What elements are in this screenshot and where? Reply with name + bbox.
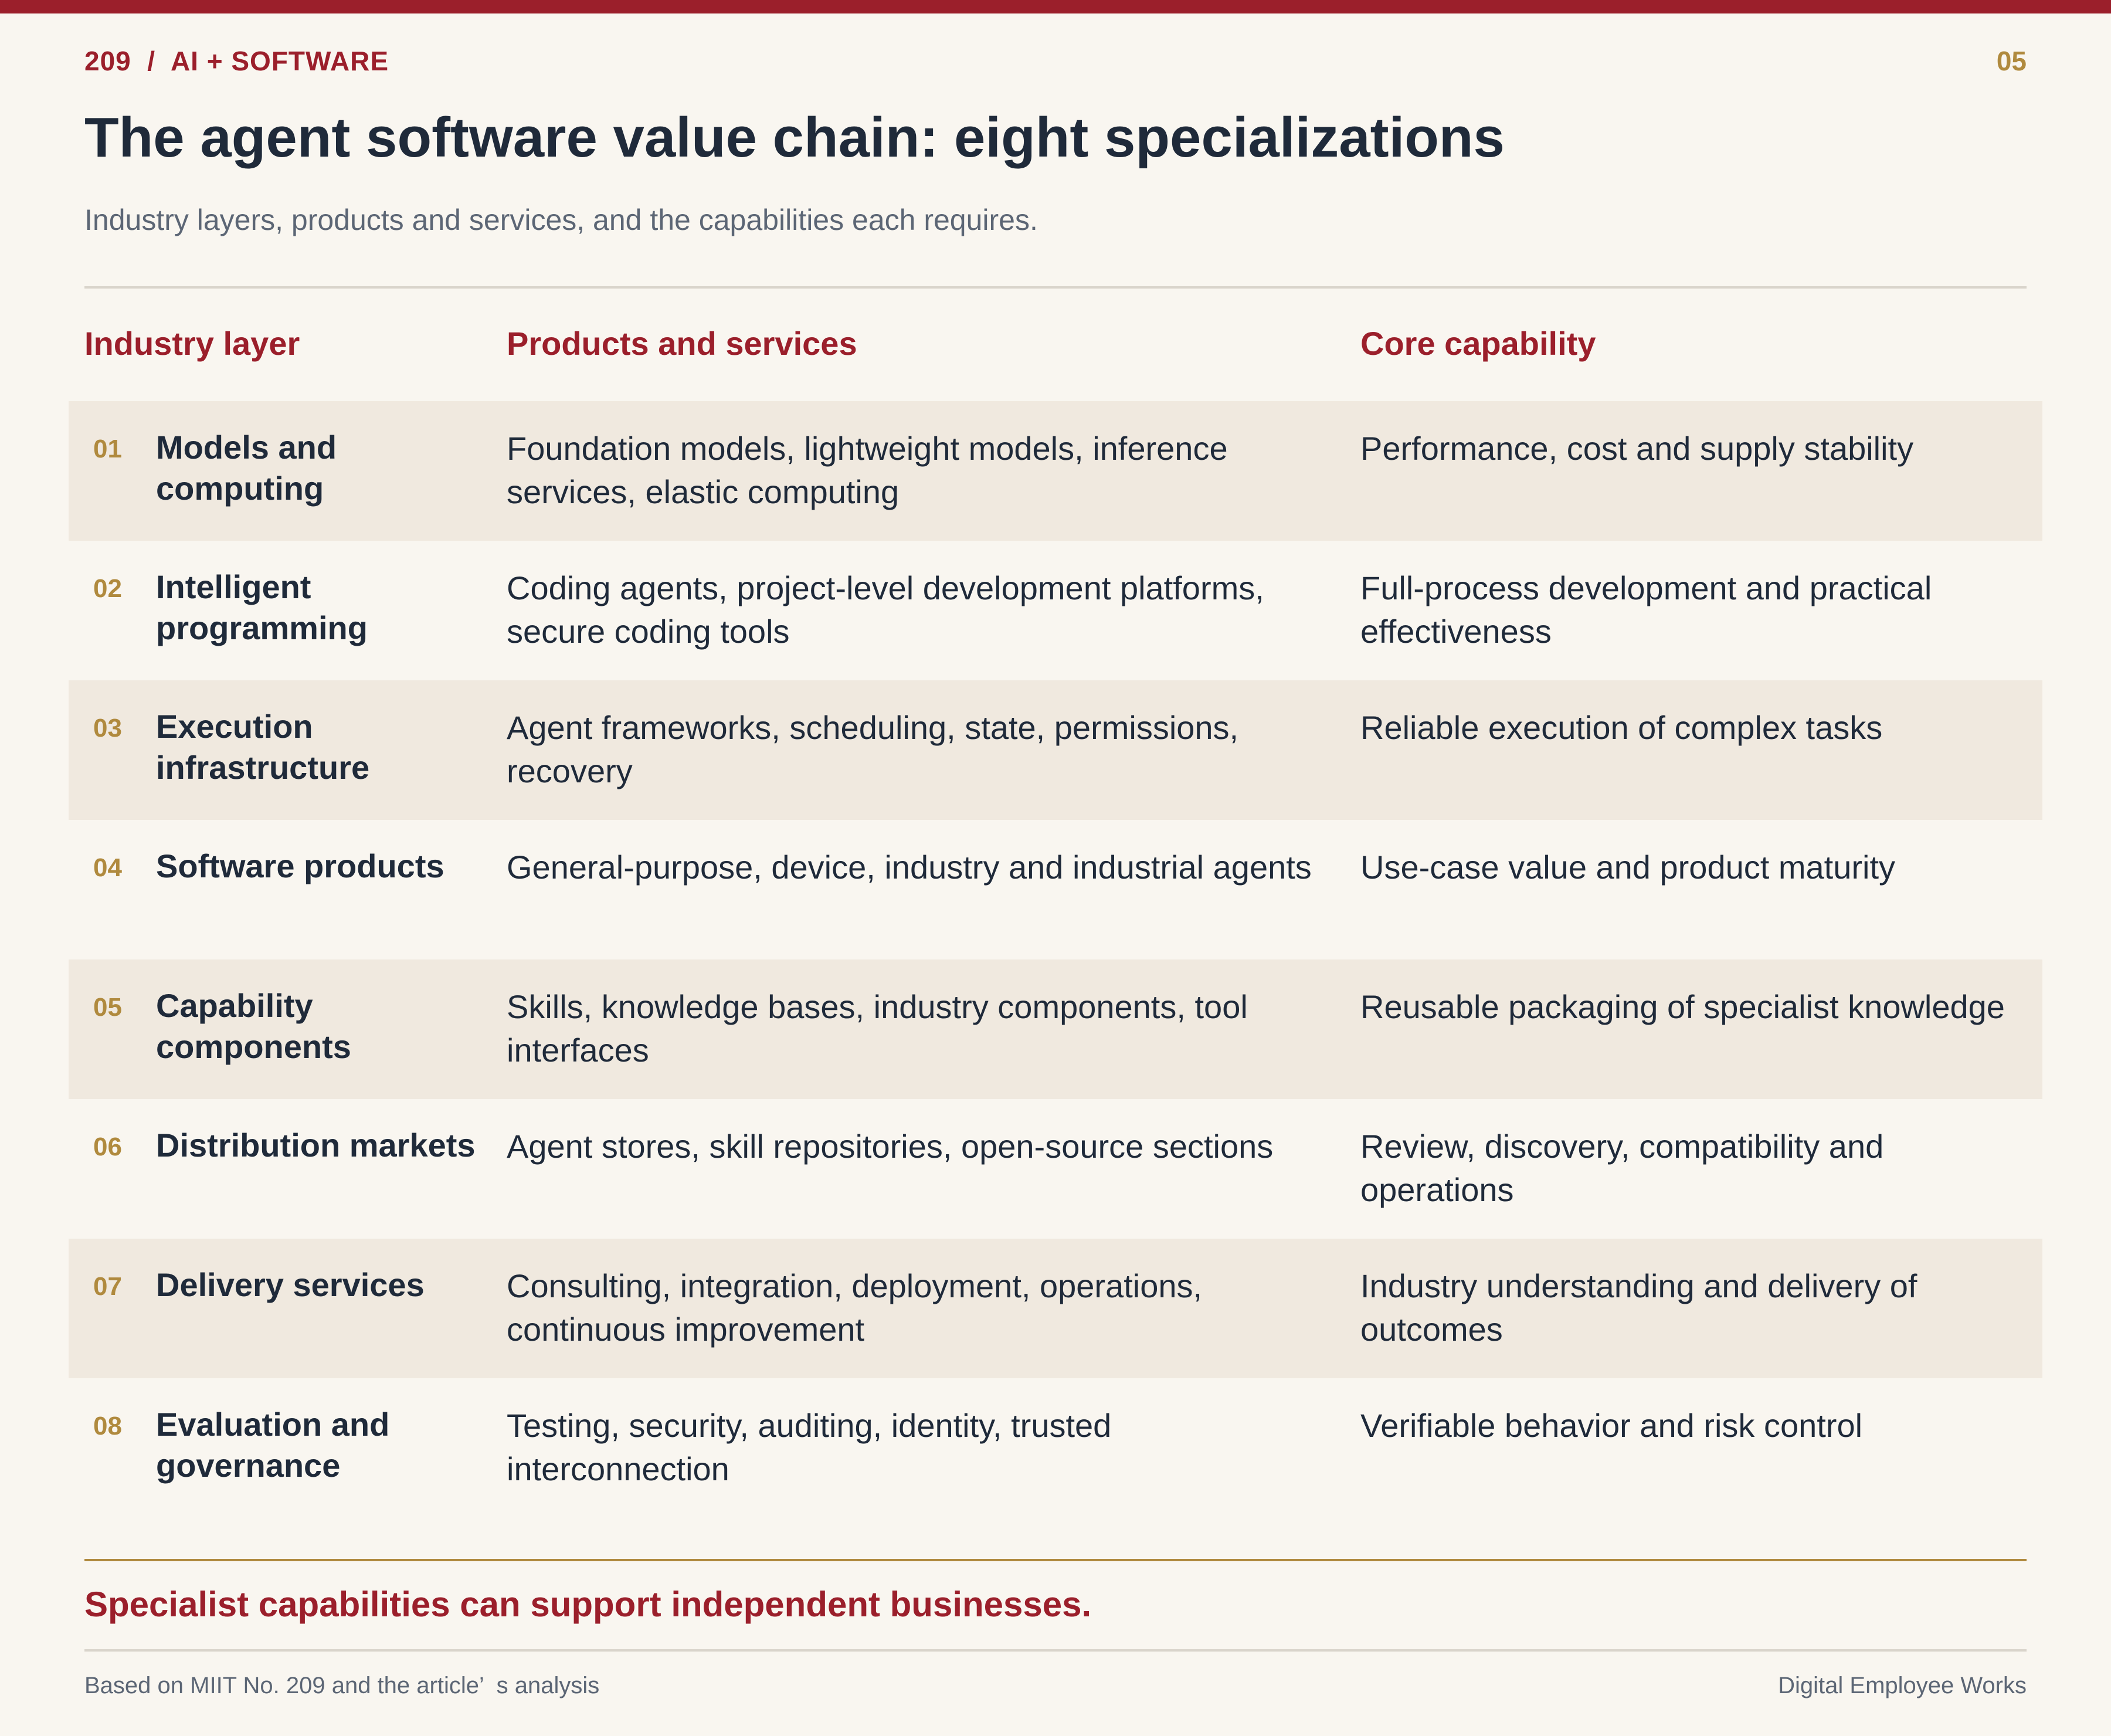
row-number: 05: [93, 993, 122, 1022]
industry-layer-cell: Execution infrastructure: [156, 708, 370, 786]
row-number: 02: [93, 574, 122, 603]
products-cell: Foundation models, lightweight models, i…: [507, 430, 1228, 510]
top-accent-bar: [0, 0, 2111, 13]
products-cell: General-purpose, device, industry and in…: [507, 849, 1312, 886]
table-row: 04 Software products General-purpose, de…: [69, 820, 2042, 959]
products-cell: Consulting, integration, deployment, ope…: [507, 1267, 1203, 1348]
industry-layer-cell: Software products: [156, 847, 444, 884]
products-cell: Agent stores, skill repositories, open-s…: [507, 1128, 1274, 1165]
row-number: 06: [93, 1133, 122, 1161]
industry-layer-cell: Delivery services: [156, 1266, 425, 1303]
page-subtitle: Industry layers, products and services, …: [84, 204, 1038, 236]
footer-divider: [84, 1649, 2027, 1652]
industry-layer-cell: Capability components: [156, 987, 351, 1065]
column-header-capability: Core capability: [1360, 325, 1596, 362]
table-row: 05 Capability components Skills, knowled…: [69, 959, 2042, 1099]
value-chain-table: 01 Models and computing Foundation model…: [69, 401, 2042, 1518]
table-row: 07 Delivery services Consulting, integra…: [69, 1239, 2042, 1378]
capability-cell: Full-process development and practical e…: [1360, 569, 1932, 650]
row-number: 03: [93, 714, 122, 742]
row-number: 08: [93, 1412, 122, 1440]
header-divider: [84, 286, 2027, 289]
industry-layer-cell: Intelligent programming: [156, 568, 368, 646]
products-cell: Skills, knowledge bases, industry compon…: [507, 988, 1248, 1069]
conclusion-divider: [84, 1559, 2027, 1561]
brand-name: Digital Employee Works: [1778, 1673, 2027, 1698]
row-number: 04: [93, 853, 122, 882]
capability-cell: Reliable execution of complex tasks: [1360, 709, 1883, 746]
capability-cell: Use-case value and product maturity: [1360, 849, 1895, 886]
capability-cell: Performance, cost and supply stability: [1360, 430, 1914, 467]
industry-layer-cell: Evaluation and governance: [156, 1406, 390, 1484]
table-row: 01 Models and computing Foundation model…: [69, 401, 2042, 541]
conclusion-statement: Specialist capabilities can support inde…: [84, 1585, 1092, 1624]
source-note: Based on MIIT No. 209 and the article’ s…: [84, 1673, 600, 1698]
products-cell: Testing, security, auditing, identity, t…: [507, 1407, 1112, 1487]
table-row: 03 Execution infrastructure Agent framew…: [69, 680, 2042, 820]
row-number: 01: [93, 435, 122, 463]
capability-cell: Reusable packaging of specialist knowled…: [1360, 988, 2005, 1025]
section-kicker: 209 / AI + SOFTWARE: [84, 46, 389, 76]
products-cell: Coding agents, project-level development…: [507, 569, 1264, 650]
table-row: 08 Evaluation and governance Testing, se…: [69, 1378, 2042, 1518]
industry-layer-cell: Models and computing: [156, 429, 337, 507]
page-number: 05: [1996, 46, 2027, 76]
column-header-products: Products and services: [507, 325, 857, 362]
page-title: The agent software value chain: eight sp…: [84, 106, 1505, 169]
products-cell: Agent frameworks, scheduling, state, per…: [507, 709, 1239, 789]
capability-cell: Industry understanding and delivery of o…: [1360, 1267, 1917, 1348]
capability-cell: Review, discovery, compatibility and ope…: [1360, 1128, 1884, 1208]
table-row: 02 Intelligent programming Coding agents…: [69, 541, 2042, 680]
table-row: 06 Distribution markets Agent stores, sk…: [69, 1099, 2042, 1239]
industry-layer-cell: Distribution markets: [156, 1127, 476, 1164]
column-header-industry-layer: Industry layer: [84, 325, 300, 362]
capability-cell: Verifiable behavior and risk control: [1360, 1407, 1863, 1444]
row-number: 07: [93, 1272, 122, 1301]
